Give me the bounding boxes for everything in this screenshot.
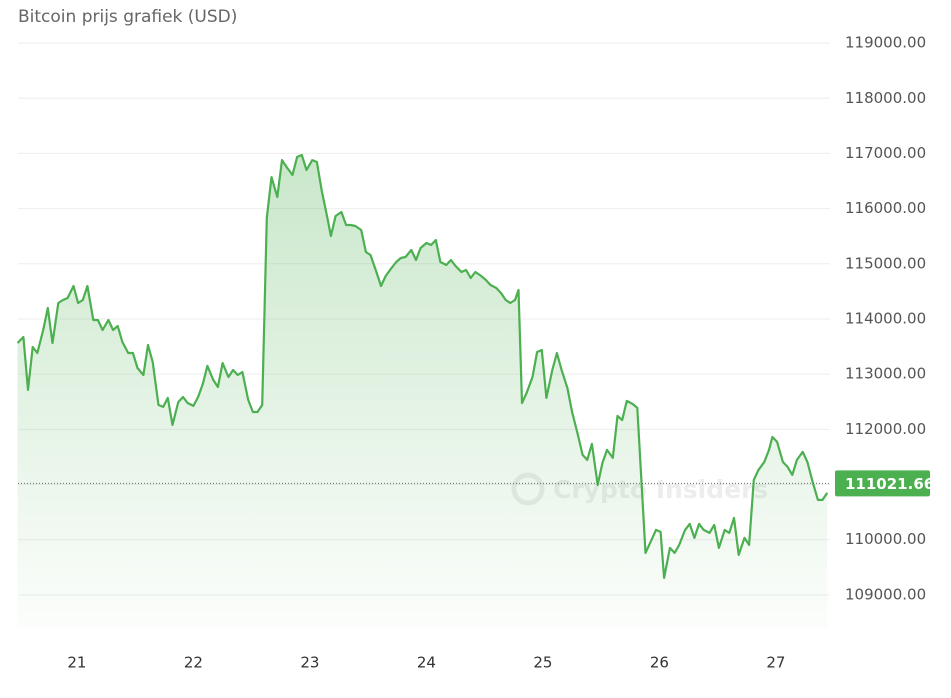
current-price-label: 111021.66 (845, 475, 934, 493)
x-tick-label: 21 (67, 654, 86, 672)
x-tick-label: 22 (184, 654, 203, 672)
y-tick-label: 115000.00 (845, 254, 926, 272)
y-tick-label: 109000.00 (845, 585, 926, 603)
y-tick-label: 112000.00 (845, 420, 926, 438)
y-tick-label: 118000.00 (845, 89, 926, 107)
y-tick-label: 113000.00 (845, 365, 926, 383)
x-tick-label: 25 (533, 654, 552, 672)
y-tick-label: 117000.00 (845, 144, 926, 162)
y-tick-label: 110000.00 (845, 530, 926, 548)
x-tick-label: 24 (417, 654, 436, 672)
y-tick-label: 116000.00 (845, 199, 926, 217)
y-tick-label: 114000.00 (845, 309, 926, 327)
x-tick-label: 26 (650, 654, 669, 672)
price-line (16, 153, 829, 579)
y-tick-label: 119000.00 (845, 34, 926, 52)
chart-title: Bitcoin prijs grafiek (USD) (18, 7, 237, 27)
current-price-badge (835, 470, 930, 497)
x-tick-label: 27 (766, 654, 785, 672)
area (17, 155, 828, 628)
x-tick-label: 23 (300, 654, 319, 672)
